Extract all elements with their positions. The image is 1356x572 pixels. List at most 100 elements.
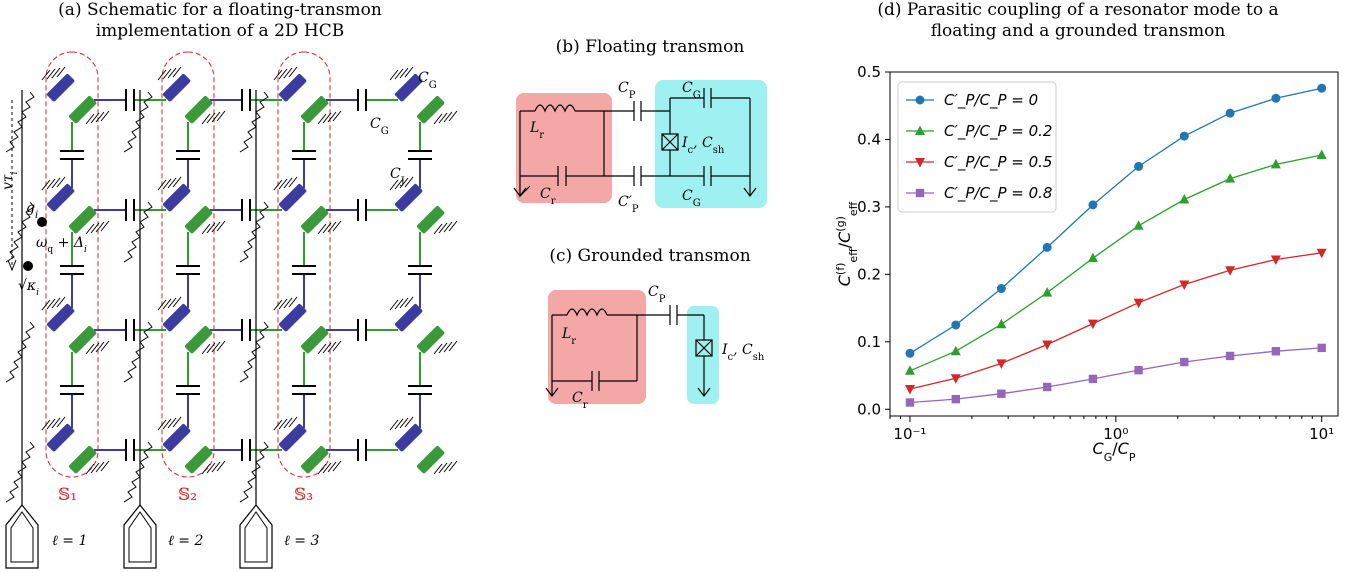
- ground-hatch: [206, 342, 216, 354]
- ground-hatch: [322, 462, 332, 474]
- ground-hatch: [216, 460, 226, 472]
- data-point: [905, 398, 915, 407]
- data-point: [950, 374, 961, 384]
- ground-hatch: [51, 297, 61, 309]
- set-label-3: 𝕊₃: [294, 485, 313, 505]
- ground-hatch: [216, 220, 226, 232]
- panel-a-schematic: CG CG CJ gi ωq + Δi √κi vτi 𝕊₁ 𝕊₂ 𝕊₃ ℓ =…: [0, 51, 458, 569]
- floating-transmon: [389, 416, 458, 475]
- launcher: [239, 504, 273, 569]
- ground-hatch: [399, 417, 409, 429]
- readout-resonator: [123, 441, 153, 503]
- readout-resonator: [5, 441, 35, 503]
- ground-hatch: [399, 297, 409, 309]
- transmon-pad-green: [68, 95, 97, 124]
- transmon-pad-blue: [278, 183, 307, 212]
- data-point: [1317, 83, 1327, 93]
- ground-hatch: [211, 461, 221, 473]
- ground-hatch: [167, 177, 177, 189]
- set-outline: [45, 51, 99, 478]
- readout-resonator: [123, 201, 153, 263]
- data-point: [1042, 382, 1052, 392]
- transmon-pad-green: [416, 445, 445, 474]
- ground-hatch: [201, 223, 211, 235]
- ground-hatch: [41, 419, 51, 431]
- readout-resonator: [5, 321, 35, 383]
- ground-hatch: [399, 177, 409, 189]
- ground-hatch: [46, 298, 56, 310]
- ground-hatch: [273, 419, 283, 431]
- ground-hatch: [56, 296, 66, 308]
- ground-hatch: [162, 68, 172, 80]
- ground-hatch: [322, 342, 332, 354]
- ground-hatch: [216, 110, 226, 122]
- readout-resonator: [239, 91, 269, 153]
- ground-hatch: [100, 340, 110, 352]
- data-point: [915, 188, 925, 198]
- y-tick-label: 0.0: [857, 400, 881, 418]
- ground-hatch: [448, 340, 458, 352]
- data-point: [1179, 193, 1190, 204]
- data-point: [915, 95, 925, 105]
- floating-transmon: [389, 66, 458, 125]
- ground-hatch: [332, 110, 342, 122]
- ground-hatch: [51, 67, 61, 79]
- plot-area: [889, 71, 1339, 417]
- transmon-pad-green: [68, 445, 97, 474]
- series-line: [909, 154, 1322, 372]
- ground-hatch: [201, 343, 211, 355]
- ground-hatch: [332, 220, 342, 232]
- ground-hatch: [100, 110, 110, 122]
- floating-transmon: [157, 296, 226, 355]
- readout-resonator: [239, 441, 269, 503]
- ground-hatch: [394, 178, 404, 190]
- data-point: [996, 318, 1007, 329]
- ground-hatch: [448, 220, 458, 232]
- ground-hatch: [438, 222, 448, 234]
- ground-hatch: [273, 69, 283, 81]
- data-point: [1225, 266, 1236, 276]
- caption-panel-b: (b) Floating transmon: [555, 37, 745, 57]
- ell-label-3: ℓ = 3: [284, 533, 319, 549]
- ground-hatch: [327, 341, 337, 353]
- caption-panel-a: (a) Schematic for a floating-transmon im…: [0, 0, 440, 42]
- transmon-pad-blue: [394, 303, 423, 332]
- ground-hatch: [332, 340, 342, 352]
- ground-hatch: [433, 113, 443, 125]
- chart-axes: 0.0 0.1 0.2 0.3 0.4 0.5 10⁻¹ 10⁰ 10¹: [857, 63, 1334, 443]
- transmon-pad-blue: [278, 303, 307, 332]
- set-label-1: 𝕊₁: [58, 485, 77, 505]
- chart-series-lines: [909, 87, 1322, 404]
- label-v-tau: vτi: [0, 171, 20, 190]
- ground-hatch: [327, 221, 337, 233]
- transmon-box-c: [687, 306, 719, 404]
- ground-hatch: [100, 220, 110, 232]
- transmon-pad-blue: [394, 423, 423, 452]
- floating-transmon: [41, 416, 110, 475]
- readout-resonator: [5, 201, 35, 263]
- ground-hatch: [51, 417, 61, 429]
- transmon-pad-green: [68, 205, 97, 234]
- lattice-grid: [60, 89, 432, 461]
- ground-hatch: [404, 296, 414, 308]
- data-point: [1316, 248, 1327, 259]
- transmon-pad-blue: [162, 183, 191, 212]
- data-point: [915, 158, 925, 168]
- drive-dot: [37, 217, 47, 227]
- ground-hatch: [90, 462, 100, 474]
- ground-hatch: [46, 68, 56, 80]
- ground-hatch: [157, 419, 167, 431]
- label-kappa: √κi: [18, 278, 39, 298]
- ground-hatch: [172, 296, 182, 308]
- series-line: [909, 252, 1322, 390]
- legend-entry: C′_P/C_P = 0: [944, 91, 1038, 110]
- transmon-pad-green: [416, 95, 445, 124]
- ground-hatch: [389, 179, 399, 191]
- transmon-pad-blue: [162, 423, 191, 452]
- ground-hatch: [206, 222, 216, 234]
- ground-hatch: [211, 341, 221, 353]
- data-point: [1134, 161, 1144, 171]
- transmon-pad-green: [300, 205, 329, 234]
- ground-hatch: [46, 418, 56, 430]
